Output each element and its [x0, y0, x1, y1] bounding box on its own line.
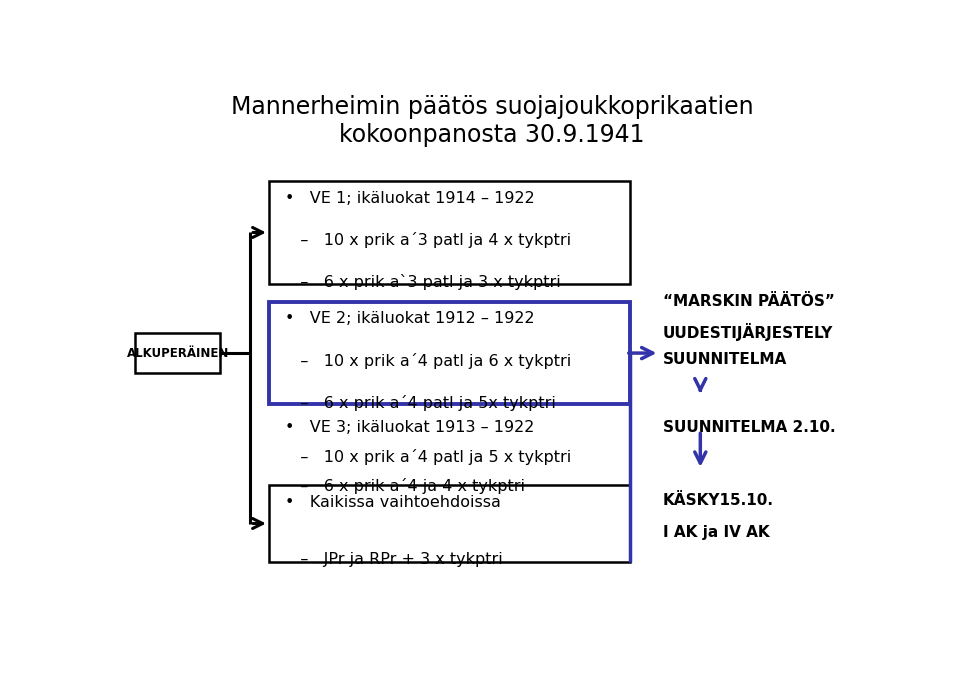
- Text: “MARSKIN PÄÄTÖS”: “MARSKIN PÄÄTÖS”: [663, 294, 835, 309]
- Bar: [269, 302, 630, 405]
- Text: •   VE 3; ikäluokat 1913 – 1922: • VE 3; ikäluokat 1913 – 1922: [285, 420, 535, 435]
- Text: –   10 x prik a´4 patl ja 5 x tykptri: – 10 x prik a´4 patl ja 5 x tykptri: [285, 449, 571, 464]
- Bar: [134, 334, 221, 373]
- Text: •   Kaikissa vaihtoehdoissa: • Kaikissa vaihtoehdoissa: [285, 495, 501, 510]
- Text: KÄSKY15.10.: KÄSKY15.10.: [663, 493, 774, 508]
- Text: UUDESTIJÄRJESTELY: UUDESTIJÄRJESTELY: [663, 323, 833, 341]
- Text: I AK ja IV AK: I AK ja IV AK: [663, 525, 770, 540]
- Bar: [269, 181, 630, 283]
- Text: –   10 x prik a´3 patl ja 4 x tykptri: – 10 x prik a´3 patl ja 4 x tykptri: [285, 232, 571, 249]
- Text: •   VE 1; ikäluokat 1914 – 1922: • VE 1; ikäluokat 1914 – 1922: [285, 191, 535, 206]
- Text: ALKUPERÄINEN: ALKUPERÄINEN: [127, 347, 228, 360]
- Bar: [269, 486, 630, 562]
- Text: SUUNNITELMA 2.10.: SUUNNITELMA 2.10.: [663, 420, 836, 435]
- Text: Mannerheimin päätös suojajoukkoprikaatien
kokoonpanosta 30.9.1941: Mannerheimin päätös suojajoukkoprikaatie…: [230, 95, 754, 146]
- Text: –   JPr ja RPr + 3 x tykptri: – JPr ja RPr + 3 x tykptri: [285, 552, 503, 567]
- Text: •   VE 2; ikäluokat 1912 – 1922: • VE 2; ikäluokat 1912 – 1922: [285, 311, 535, 326]
- Text: –   6 x prik a´4 patl ja 5x tykptri: – 6 x prik a´4 patl ja 5x tykptri: [285, 395, 556, 411]
- Text: –   6 x prik a´4 ja 4 x tykptri: – 6 x prik a´4 ja 4 x tykptri: [285, 477, 525, 494]
- Text: SUUNNITELMA: SUUNNITELMA: [663, 352, 787, 367]
- Text: –   6 x prik a`3 patl ja 3 x tykptri: – 6 x prik a`3 patl ja 3 x tykptri: [285, 274, 561, 290]
- Text: –   10 x prik a´4 patl ja 6 x tykptri: – 10 x prik a´4 patl ja 6 x tykptri: [285, 353, 571, 369]
